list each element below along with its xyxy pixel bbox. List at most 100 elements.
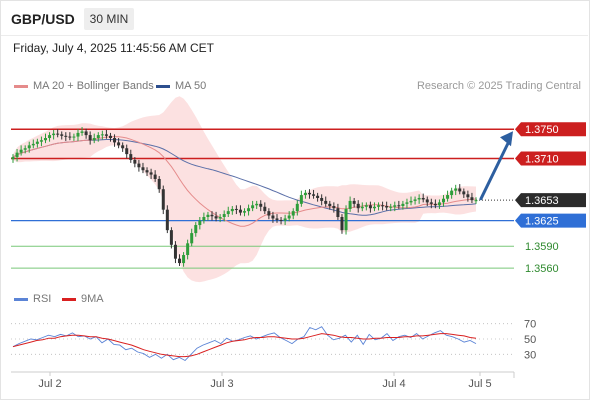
pivot-level-tag	[515, 213, 586, 228]
candle-body	[267, 211, 271, 216]
candle-body	[446, 195, 450, 199]
candle-body	[234, 208, 238, 210]
candle-body	[19, 149, 23, 153]
candle-body	[15, 152, 19, 158]
candle-body	[238, 209, 242, 213]
rsi-ma-swatch	[62, 297, 76, 301]
timeframe-badge[interactable]: 30 MIN	[84, 8, 134, 30]
candle-body	[108, 135, 112, 139]
candle-body	[401, 203, 405, 207]
candle-body	[43, 138, 47, 141]
support-level-label: 1.3590	[525, 241, 559, 253]
candle-body	[299, 195, 303, 204]
candle-body	[48, 135, 52, 139]
candle-body	[76, 132, 80, 137]
ma20-swatch	[14, 84, 28, 88]
candle-body	[64, 135, 68, 137]
candle-body	[141, 167, 145, 171]
resistance-level-tag	[515, 122, 586, 137]
candle-body	[474, 200, 478, 202]
candle-body	[52, 133, 56, 136]
candle-body	[255, 203, 259, 206]
bollinger-band	[13, 96, 476, 283]
candle-body	[190, 233, 194, 244]
candle-body	[153, 174, 157, 179]
candle-body	[377, 205, 381, 207]
forecast-arrow-shaft	[479, 139, 511, 201]
candle-body	[352, 200, 356, 204]
candle-body	[214, 216, 218, 219]
candle-body	[437, 202, 441, 206]
legend-ma20: MA 20 + Bollinger Bands	[14, 80, 154, 92]
candle-body	[405, 202, 409, 204]
pivot-level-label: 1.3625	[525, 216, 559, 228]
candle-body	[368, 205, 372, 209]
candle-body	[251, 205, 255, 209]
candle-body	[450, 190, 454, 196]
legend-ma50-label: MA 50	[175, 80, 207, 92]
x-tick-label: Jul 4	[382, 378, 405, 390]
candle-body	[11, 157, 15, 160]
candle-body	[35, 141, 39, 144]
candle-body	[348, 200, 352, 209]
x-tick-label: Jul 3	[210, 378, 233, 390]
candle-body	[80, 131, 84, 133]
candle-body	[27, 145, 31, 149]
candle-body	[145, 170, 149, 173]
legend-9ma: 9MA	[62, 293, 104, 305]
candle-body	[263, 206, 267, 212]
candle-body	[218, 216, 222, 219]
candle-body	[104, 134, 108, 136]
legend-rsi-label: RSI	[33, 293, 52, 305]
candle-body	[279, 219, 283, 221]
candle-body	[316, 195, 320, 198]
candle-body	[96, 135, 100, 139]
candle-body	[425, 199, 429, 203]
candle-body	[113, 138, 117, 143]
forecast-arrow-head	[500, 131, 513, 147]
candles	[11, 127, 478, 267]
candle-body	[117, 142, 121, 146]
last_price-level-label: 1.3653	[525, 195, 559, 207]
candle-body	[165, 209, 169, 231]
candle-body	[442, 198, 446, 203]
rsi-tick-label: 70	[524, 319, 536, 331]
support-level-label: 1.3560	[525, 263, 559, 275]
candle-body	[283, 218, 287, 221]
candle-body	[60, 134, 64, 136]
legend-rsi: RSI	[14, 293, 51, 305]
candle-body	[173, 244, 177, 259]
rsi-swatch	[14, 297, 28, 301]
candle-body	[137, 163, 141, 168]
candle-body	[397, 205, 401, 207]
candle-body	[356, 203, 360, 209]
candle-body	[84, 131, 88, 136]
candle-body	[194, 225, 198, 234]
candle-body	[259, 203, 263, 207]
candle-body	[243, 211, 246, 213]
rsi-ma-line	[12, 333, 477, 358]
ma50-swatch	[156, 84, 170, 88]
candle-body	[340, 216, 344, 231]
candle-body	[178, 258, 182, 264]
candle-body	[56, 133, 60, 135]
resistance-level-label: 1.3750	[525, 124, 559, 136]
candle-body	[206, 214, 210, 217]
candle-body	[271, 215, 275, 219]
candle-body	[413, 199, 417, 201]
candle-body	[121, 145, 125, 149]
rsi-line	[12, 326, 477, 362]
candle-body	[336, 208, 340, 217]
candle-body	[182, 255, 186, 264]
candle-body	[307, 192, 311, 195]
candle-body	[202, 216, 206, 221]
candle-body	[88, 135, 92, 141]
candle-body	[161, 189, 165, 210]
last_price-level-tag	[515, 193, 586, 208]
rsi-tick-label: 50	[524, 334, 536, 346]
candle-body	[364, 205, 368, 207]
legend-ma50: MA 50	[156, 80, 206, 92]
candle-body	[92, 138, 96, 141]
candle-body	[320, 197, 324, 201]
